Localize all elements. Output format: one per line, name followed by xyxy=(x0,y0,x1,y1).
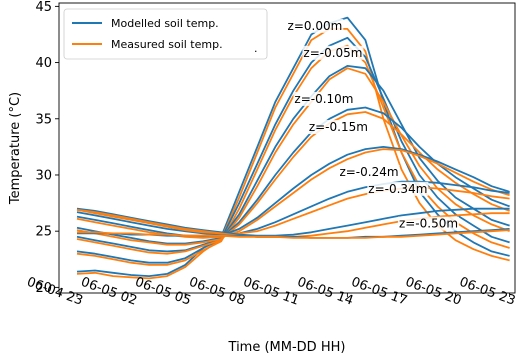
depth-label: z=-0.34m xyxy=(368,182,427,196)
depth-label-bg xyxy=(293,91,355,106)
depth-label-bg xyxy=(338,164,400,179)
legend-artifact: . xyxy=(254,42,258,55)
legend-label-measured: Measured soil temp. xyxy=(111,38,223,51)
depth-label: z=-0.15m xyxy=(309,120,368,134)
depth-label-bg xyxy=(286,18,344,33)
depth-labels: z=0.00m z=-0.05m z=-0.10m z=-0.15m z=-0.24m z… xyxy=(286,18,460,231)
series-measured-depth-1 xyxy=(76,44,510,266)
y-axis-label: Temperature (°C) xyxy=(8,92,23,205)
legend-label-modelled: Modelled soil temp. xyxy=(111,17,219,30)
series-modelled-depth-1 xyxy=(76,36,510,264)
series-modelled-depth-2 xyxy=(76,65,510,253)
depth-label-bg xyxy=(307,120,369,135)
y-tick-label: 40 xyxy=(35,56,52,71)
series-measured-flat-0 xyxy=(77,229,510,239)
y-tick-label: 30 xyxy=(35,168,52,183)
series-lines xyxy=(76,16,510,280)
depth-label: z=-0.10m xyxy=(294,92,353,106)
depth-label-bg xyxy=(397,216,460,231)
y-tick-label: 20 xyxy=(35,281,52,296)
y-tick-label: 35 xyxy=(35,112,52,127)
series-measured-depth-3 xyxy=(76,111,510,246)
x-axis-label: Time (MM-DD HH) xyxy=(228,340,346,355)
depth-label: z=0.00m xyxy=(288,19,343,33)
depth-label-bg xyxy=(367,181,429,196)
y-tick-label: 45 xyxy=(35,0,52,15)
series-modelled-depth-4 xyxy=(76,146,510,238)
series-modelled-depth-6 xyxy=(76,207,510,237)
depth-label: z=-0.24m xyxy=(339,165,398,179)
legend-box xyxy=(63,8,268,60)
depth-label-bg xyxy=(302,45,364,60)
series-measured-depth-5 xyxy=(76,186,510,235)
series-measured-depth-4 xyxy=(76,148,510,239)
depth-label: z=-0.50m xyxy=(399,217,458,231)
legend: Modelled soil temp. Measured soil temp. … xyxy=(63,8,268,60)
y-tick-label: 25 xyxy=(35,225,52,240)
series-modelled-depth-5 xyxy=(76,180,510,236)
depth-label: z=-0.05m xyxy=(303,46,362,60)
series-modelled-depth-0 xyxy=(76,16,510,277)
plot-frame xyxy=(58,2,516,294)
